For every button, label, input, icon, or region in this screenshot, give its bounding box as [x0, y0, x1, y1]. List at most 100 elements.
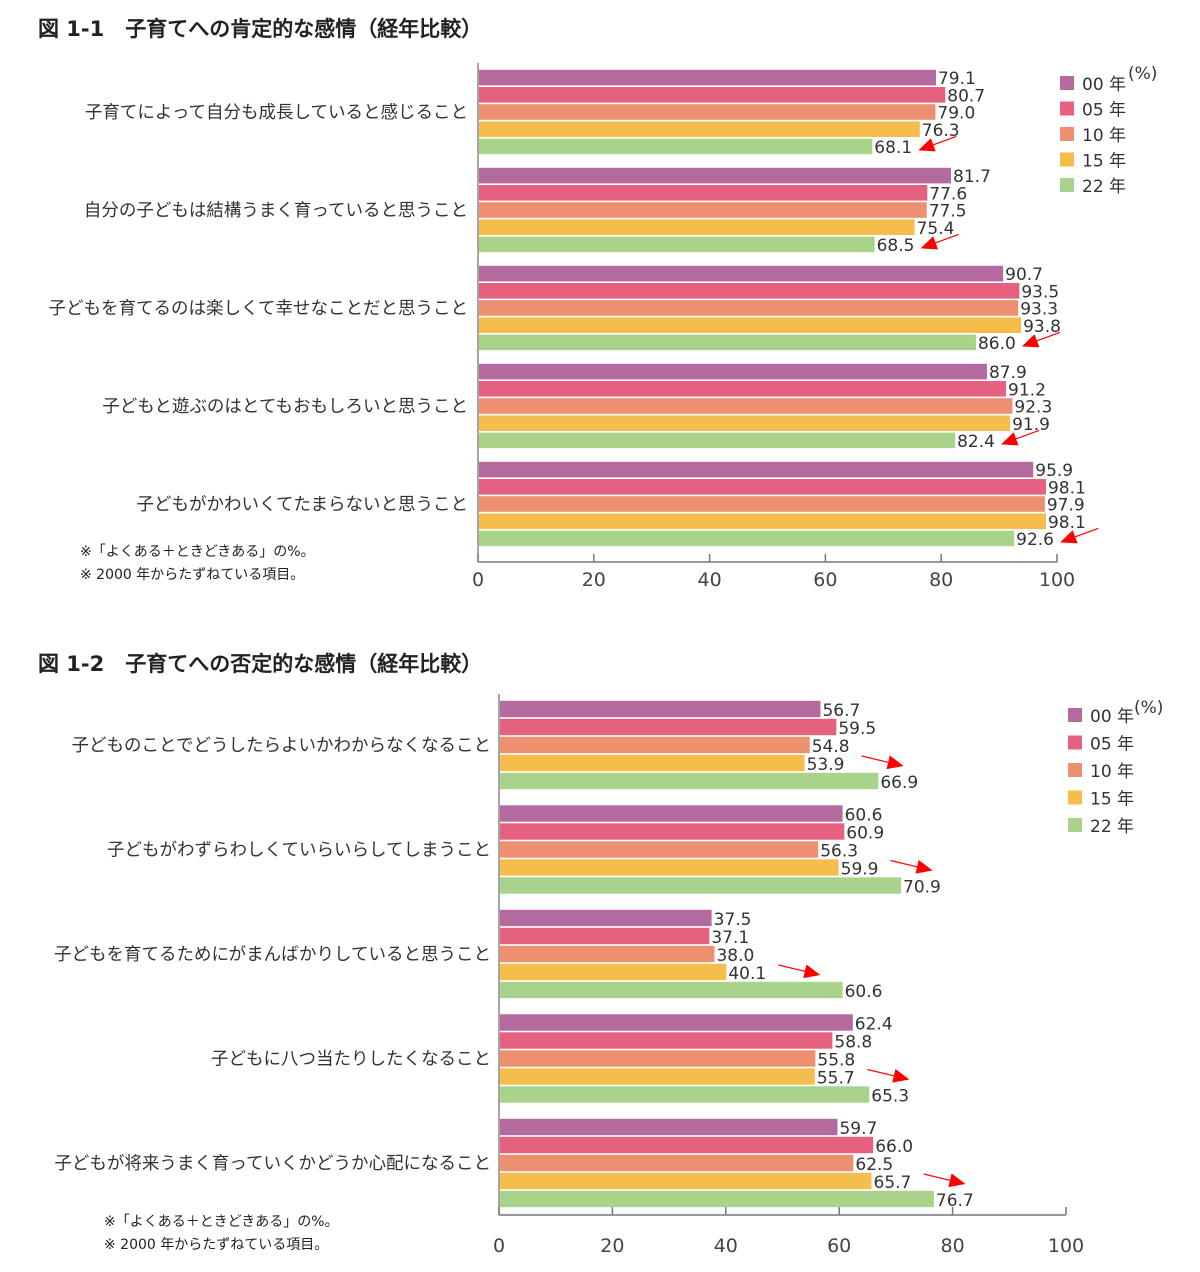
legend-label: 00 年 [1082, 75, 1126, 95]
bar [500, 945, 715, 963]
legend-label: 15 年 [1082, 152, 1126, 172]
data-label: 92.6 [1016, 530, 1054, 550]
trend-arrow-line [867, 1068, 894, 1077]
x-tick-label: 0 [493, 1235, 505, 1257]
bar [479, 104, 936, 120]
legend-label: 10 年 [1082, 126, 1126, 146]
bar [500, 1050, 816, 1067]
data-label: 60.9 [846, 824, 884, 844]
bar [479, 479, 1046, 495]
category-label: 自分の子どもは結構うまく育っていると思うこと [84, 201, 468, 221]
data-label: 62.5 [855, 1155, 893, 1175]
bar [500, 1014, 853, 1031]
data-label: 77.6 [929, 184, 967, 204]
trend-arrow-head [915, 859, 933, 874]
data-label: 79.1 [938, 69, 976, 89]
bar [500, 754, 805, 772]
bar [500, 1190, 934, 1208]
trend-arrow-line [1015, 429, 1040, 440]
data-label: 79.0 [937, 104, 975, 124]
data-label: 38.0 [716, 946, 754, 966]
bar [479, 398, 1013, 414]
category-label: 子どもに八つ当たりしたくなること [211, 1050, 491, 1070]
x-tick-label: 100 [1048, 1235, 1084, 1257]
bar [479, 138, 873, 155]
trend-arrow-line [935, 233, 959, 244]
data-label: 92.3 [1014, 398, 1052, 418]
data-label: 91.9 [1012, 415, 1050, 435]
data-label: 76.7 [936, 1191, 974, 1211]
data-label: 80.7 [947, 86, 985, 106]
bar [479, 432, 956, 449]
data-label: 65.3 [871, 1087, 909, 1107]
bar [479, 334, 976, 351]
category-label: 子どもがわずらわしくていらいらしてしまうこと [107, 841, 491, 861]
data-label: 68.5 [877, 236, 915, 256]
data-label: 86.0 [978, 334, 1016, 354]
trend-arrow-line [890, 859, 918, 868]
legend-label: 10 年 [1090, 762, 1134, 782]
data-label: 93.3 [1020, 300, 1058, 320]
bar [479, 381, 1007, 397]
data-label: 87.9 [989, 363, 1027, 383]
bar [500, 927, 710, 945]
bar [500, 772, 879, 790]
data-label: 59.7 [839, 1119, 877, 1139]
bar [500, 1032, 833, 1049]
unit-label: (%) [1134, 698, 1163, 718]
bar [479, 300, 1019, 316]
category-label: 子どもを育てるのは楽しくて幸せなことだと思うこと [49, 299, 468, 319]
bar [500, 963, 727, 981]
x-tick-label: 80 [941, 1235, 965, 1257]
bar [500, 877, 902, 894]
bar [479, 317, 1022, 333]
data-label: 54.8 [812, 737, 850, 757]
legend-swatch [1068, 790, 1082, 805]
bar [500, 1154, 854, 1172]
bar [479, 496, 1045, 512]
legend-swatch [1060, 101, 1074, 116]
data-label: 76.3 [922, 121, 960, 141]
x-tick-label: 100 [1039, 569, 1075, 591]
legend-label: 05 年 [1082, 101, 1126, 121]
bar [500, 805, 843, 822]
data-label: 59.5 [838, 719, 876, 739]
data-label: 77.5 [929, 202, 967, 222]
bar [479, 185, 928, 201]
legend-label: 15 年 [1090, 790, 1134, 810]
bar [479, 121, 920, 137]
data-label: 82.4 [957, 432, 995, 452]
trend-arrow-head [918, 138, 936, 152]
trend-arrow-head [948, 1173, 966, 1188]
bar [500, 981, 843, 999]
data-label: 65.7 [874, 1173, 912, 1193]
bar [479, 415, 1011, 431]
bar [479, 167, 952, 184]
data-label: 97.9 [1047, 496, 1085, 516]
bar [479, 202, 927, 218]
trend-arrow-head [1060, 530, 1078, 544]
figure-1-2-note-1: ※「よくある＋ときどきある」の%。 [104, 1214, 339, 1230]
bar [479, 236, 875, 253]
figure-1-1-title: 図 1-1 子育てへの肯定的な感情（経年比較） [38, 17, 483, 41]
bar [479, 265, 1004, 282]
bar [500, 859, 839, 876]
data-label: 81.7 [953, 167, 991, 187]
x-tick-label: 40 [698, 569, 722, 591]
data-label: 66.0 [875, 1137, 913, 1157]
unit-label: (%) [1128, 64, 1157, 84]
legend-swatch [1068, 763, 1082, 777]
trend-arrow-line [861, 755, 889, 763]
trend-arrow-head [1001, 432, 1019, 446]
bar [500, 1068, 815, 1085]
x-tick-label: 20 [582, 569, 606, 591]
x-tick-label: 0 [472, 569, 484, 591]
data-label: 91.2 [1008, 380, 1046, 400]
category-label: 子育てによって自分も成長していると感じること [85, 103, 468, 123]
data-label: 53.9 [807, 755, 845, 775]
bar [479, 363, 987, 380]
trend-arrow-head [920, 236, 939, 250]
trend-arrow-head [803, 964, 821, 979]
data-label: 55.8 [817, 1051, 855, 1071]
bar [479, 461, 1034, 478]
